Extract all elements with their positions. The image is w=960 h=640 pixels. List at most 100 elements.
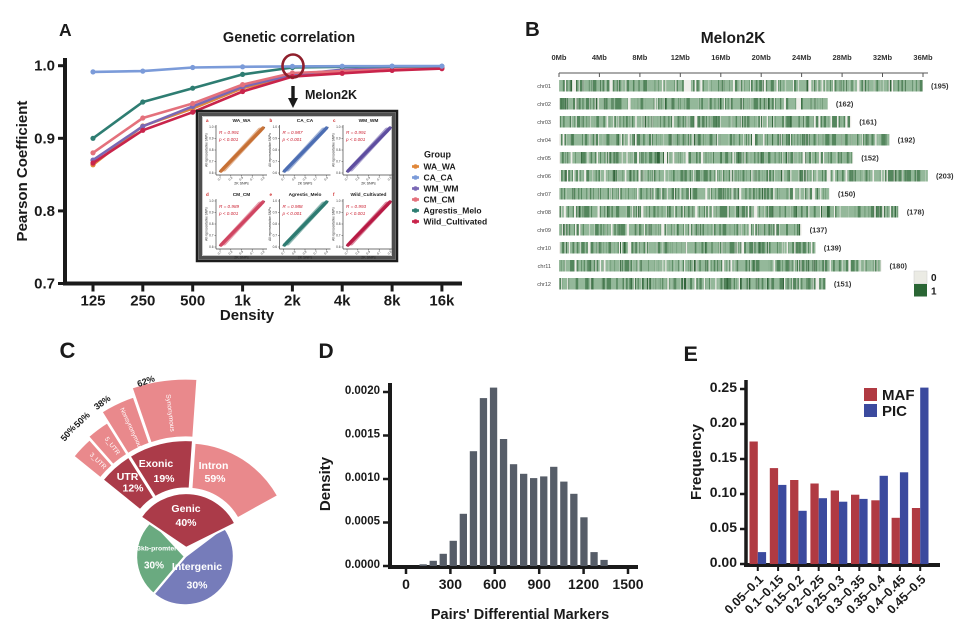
svg-text:12%: 12% xyxy=(122,483,144,495)
svg-text:20Mb: 20Mb xyxy=(752,53,772,62)
svg-text:Intron: Intron xyxy=(199,460,229,472)
svg-text:CM_CM: CM_CM xyxy=(233,192,251,198)
svg-text:0.9: 0.9 xyxy=(302,250,308,256)
svg-text:MAF: MAF xyxy=(882,387,915,404)
svg-text:0.7: 0.7 xyxy=(209,234,214,238)
svg-text:(139): (139) xyxy=(824,244,842,253)
svg-text:0.7: 0.7 xyxy=(34,276,55,293)
svg-text:Density: Density xyxy=(220,307,275,324)
svg-text:900: 900 xyxy=(528,576,552,592)
svg-text:Pairs' Differential Markers: Pairs' Differential Markers xyxy=(431,607,609,623)
svg-text:WM_WM: WM_WM xyxy=(359,118,379,124)
svg-text:0.7: 0.7 xyxy=(336,160,341,164)
svg-text:0.7: 0.7 xyxy=(280,176,286,182)
svg-text:0: 0 xyxy=(402,576,410,592)
svg-text:chr06: chr06 xyxy=(537,174,551,180)
svg-text:(180): (180) xyxy=(890,262,908,271)
svg-text:0.9: 0.9 xyxy=(238,250,244,256)
svg-text:(195): (195) xyxy=(931,82,949,91)
svg-text:p < 0.001: p < 0.001 xyxy=(345,211,366,216)
svg-text:250: 250 xyxy=(130,293,155,310)
svg-text:300: 300 xyxy=(439,576,463,592)
svg-text:0.7: 0.7 xyxy=(344,176,350,182)
svg-text:2K SNPs: 2K SNPs xyxy=(234,182,249,186)
svg-text:chr02: chr02 xyxy=(537,102,551,108)
svg-text:0.7: 0.7 xyxy=(280,250,286,256)
svg-text:UTR: UTR xyxy=(117,471,139,483)
svg-text:Agrestis_Melo: Agrestis_Melo xyxy=(424,206,482,216)
svg-text:32Mb: 32Mb xyxy=(873,53,893,62)
svg-text:2K SNPs: 2K SNPs xyxy=(361,182,376,186)
svg-text:C: C xyxy=(60,338,76,363)
svg-text:0.7: 0.7 xyxy=(273,160,278,164)
svg-text:0.7: 0.7 xyxy=(313,250,319,256)
svg-text:600: 600 xyxy=(483,576,507,592)
svg-text:0.8: 0.8 xyxy=(355,176,361,182)
svg-text:c: c xyxy=(333,118,336,123)
svg-text:p < 0.001: p < 0.001 xyxy=(345,137,366,142)
svg-text:Frequency: Frequency xyxy=(688,423,705,500)
svg-text:CM_CM: CM_CM xyxy=(424,195,455,205)
svg-text:chr04: chr04 xyxy=(537,138,551,144)
svg-text:Pearson Coefficient: Pearson Coefficient xyxy=(14,101,31,242)
svg-text:Wild_Cultivated: Wild_Cultivated xyxy=(351,192,387,198)
svg-text:0.0010: 0.0010 xyxy=(345,472,380,484)
svg-text:chr03: chr03 xyxy=(537,120,551,126)
svg-text:0.10: 0.10 xyxy=(710,484,737,500)
svg-text:d: d xyxy=(206,192,209,197)
svg-text:0.9: 0.9 xyxy=(238,176,244,182)
svg-text:0.7: 0.7 xyxy=(344,250,350,256)
svg-text:59%: 59% xyxy=(204,473,226,485)
svg-text:0.8: 0.8 xyxy=(260,250,266,256)
svg-text:b: b xyxy=(270,118,273,123)
svg-text:0.9: 0.9 xyxy=(302,176,308,182)
svg-text:f: f xyxy=(333,192,335,197)
svg-text:p < 0.001: p < 0.001 xyxy=(282,137,303,142)
svg-text:1: 1 xyxy=(931,287,937,298)
svg-text:36Mb: 36Mb xyxy=(913,53,933,62)
svg-text:chr11: chr11 xyxy=(538,264,551,270)
svg-text:0.7: 0.7 xyxy=(217,176,223,182)
svg-text:0.7: 0.7 xyxy=(376,250,382,256)
svg-text:(137): (137) xyxy=(810,226,828,235)
svg-text:0.6: 0.6 xyxy=(336,171,341,175)
svg-text:Wild_Cultivated: Wild_Cultivated xyxy=(424,217,488,227)
svg-text:p < 0.001: p < 0.001 xyxy=(218,137,239,142)
svg-text:0.8: 0.8 xyxy=(387,250,393,256)
svg-text:1.0: 1.0 xyxy=(336,199,341,203)
svg-text:chr05: chr05 xyxy=(537,156,551,162)
svg-text:2K SNPs: 2K SNPs xyxy=(298,182,313,186)
svg-text:(192): (192) xyxy=(898,136,916,145)
svg-text:1.0: 1.0 xyxy=(209,125,214,129)
svg-text:0.8: 0.8 xyxy=(323,250,329,256)
svg-text:Group: Group xyxy=(424,150,451,160)
svg-text:Synonymous: Synonymous xyxy=(164,394,176,433)
svg-text:chr08: chr08 xyxy=(537,210,551,216)
svg-text:chr07: chr07 xyxy=(537,192,551,198)
svg-text:All representative SNPs: All representative SNPs xyxy=(205,207,209,241)
svg-text:0.7: 0.7 xyxy=(249,176,255,182)
svg-text:chr01: chr01 xyxy=(537,84,551,90)
svg-text:0.6: 0.6 xyxy=(336,245,341,249)
svg-text:Intergenic: Intergenic xyxy=(172,561,222,573)
svg-text:0.7: 0.7 xyxy=(217,250,223,256)
svg-text:0.0020: 0.0020 xyxy=(345,385,380,397)
svg-text:1.0: 1.0 xyxy=(336,125,341,129)
svg-text:R = 0.989: R = 0.989 xyxy=(219,204,239,209)
svg-text:0.0005: 0.0005 xyxy=(345,516,381,528)
svg-text:All representative SNPs: All representative SNPs xyxy=(332,133,336,167)
svg-text:0.8: 0.8 xyxy=(336,222,341,226)
svg-text:chr09: chr09 xyxy=(537,228,551,234)
svg-text:8k: 8k xyxy=(384,293,401,310)
svg-text:R = 0.988: R = 0.988 xyxy=(283,204,303,209)
svg-text:All representative SNPs: All representative SNPs xyxy=(268,133,272,167)
svg-text:Melon2K: Melon2K xyxy=(701,30,766,47)
svg-text:R = 0.987: R = 0.987 xyxy=(283,130,303,135)
svg-text:WA_WA: WA_WA xyxy=(424,162,456,172)
svg-text:0.8: 0.8 xyxy=(336,148,341,152)
svg-text:0.9: 0.9 xyxy=(365,250,371,256)
svg-text:125: 125 xyxy=(80,293,105,310)
svg-text:24Mb: 24Mb xyxy=(792,53,812,62)
svg-text:(152): (152) xyxy=(861,154,879,163)
svg-text:4Mb: 4Mb xyxy=(592,53,607,62)
